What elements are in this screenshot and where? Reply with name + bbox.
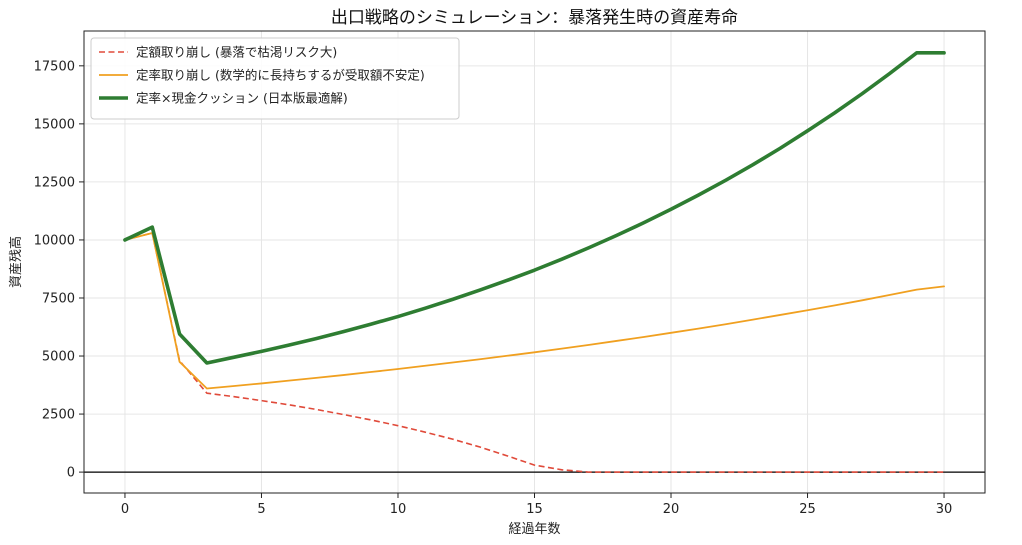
legend-label-3: 定率×現金クッション (日本版最適解) bbox=[136, 91, 348, 106]
series-line-3 bbox=[123, 51, 946, 365]
series-line-2 bbox=[124, 232, 945, 390]
chart-title: 出口戦略のシミュレーション：暴落発生時の資産寿命 bbox=[331, 8, 738, 28]
series-line-1 bbox=[124, 232, 945, 473]
y-axis-ticks: 0 2500 5000 7500 10000 12500 15000 17500 bbox=[34, 59, 84, 481]
x-tick-label: 15 bbox=[526, 502, 543, 517]
grid-lines bbox=[84, 31, 985, 493]
y-tick-label: 15000 bbox=[34, 117, 75, 132]
x-tick-label: 5 bbox=[257, 502, 265, 517]
y-axis-label: 資産残高 bbox=[8, 236, 24, 288]
x-tick-label: 25 bbox=[799, 502, 816, 517]
series-lines bbox=[123, 51, 946, 473]
x-tick-label: 20 bbox=[663, 502, 680, 517]
x-tick-label: 30 bbox=[936, 502, 953, 517]
x-axis-ticks: 0 5 10 15 20 25 30 bbox=[121, 493, 953, 517]
y-tick-label: 5000 bbox=[42, 350, 75, 365]
y-tick-label: 17500 bbox=[34, 59, 75, 74]
legend-label-2: 定率取り崩し (数学的に長持ちするが受取額不安定) bbox=[136, 68, 425, 83]
legend: 定額取り崩し (暴落で枯渇リスク大) 定率取り崩し (数学的に長持ちするが受取額不… bbox=[90, 37, 460, 120]
y-tick-label: 7500 bbox=[42, 291, 75, 306]
x-tick-label: 0 bbox=[121, 502, 129, 517]
y-tick-label: 0 bbox=[67, 466, 75, 481]
x-tick-label: 10 bbox=[390, 502, 407, 517]
x-axis-label: 経過年数 bbox=[508, 522, 560, 537]
y-tick-label: 2500 bbox=[42, 408, 75, 423]
legend-box bbox=[90, 37, 460, 120]
legend-label-1: 定額取り崩し (暴落で枯渇リスク大) bbox=[136, 45, 337, 60]
y-tick-label: 12500 bbox=[34, 175, 75, 190]
y-tick-label: 10000 bbox=[34, 233, 75, 248]
